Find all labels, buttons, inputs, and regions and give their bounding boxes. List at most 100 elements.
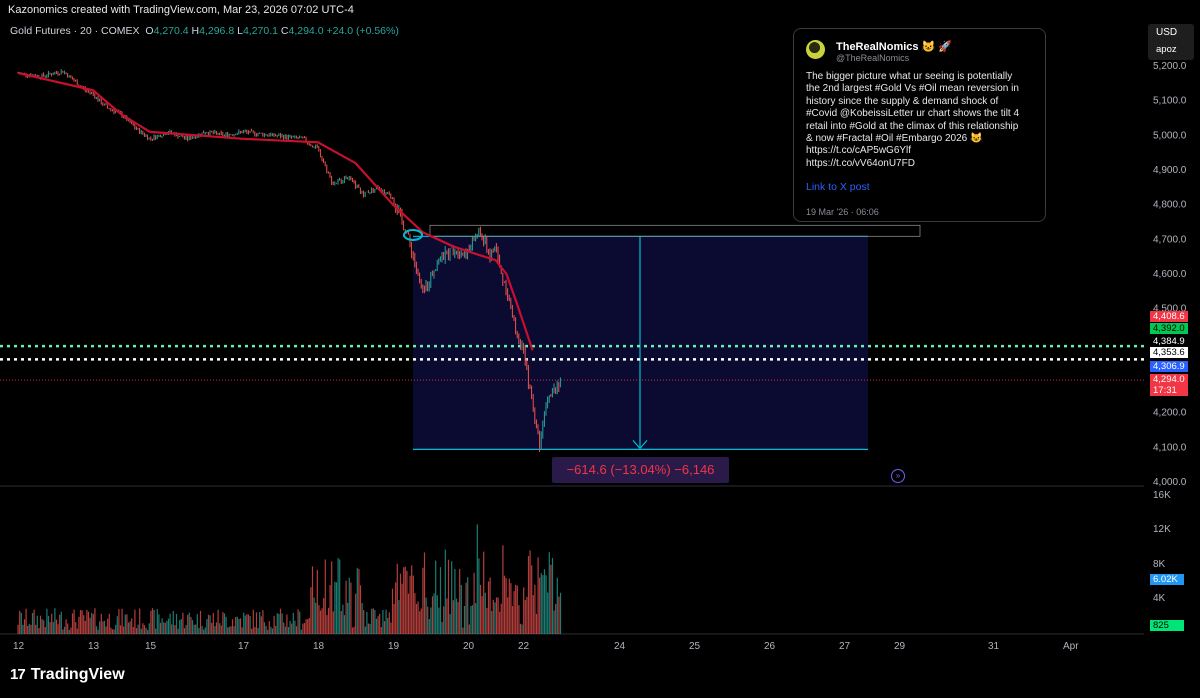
volume-bar [307,619,309,634]
volume-bar [246,614,248,634]
volume-bar [417,601,419,634]
volume-bar [534,584,536,634]
volume-bar [353,626,355,634]
volume-bar [406,570,408,634]
price-chart[interactable]: 5,200.0 5,100.0 5,000.0 4,900.0 4,800.0 4,700… [0,0,1200,656]
volume-bar [183,628,186,634]
price-tag: 4,408.6 [1150,311,1188,322]
volume-bar [129,621,131,634]
volume-tag: 825 [1150,620,1184,631]
tweet-date: 19 Mar '26 · 06:06 [806,207,879,217]
volume-bar [492,599,494,634]
low-label: L [237,25,243,37]
volume-bar [337,557,339,634]
tweet-author-handle: @TheRealNomics [836,53,910,63]
volume-bar [495,597,498,634]
volume-bar [430,607,432,634]
volume-bar [27,625,29,634]
volume-bar [542,575,544,634]
volume-bar [54,608,56,634]
volume-bar [145,627,147,634]
change-value: +24.0 (+0.56%) [326,25,399,37]
tweet-link[interactable]: Link to X post [806,181,870,193]
volume-bar [172,610,174,634]
volume-tag: 6.02K [1150,574,1184,585]
volume-bar [220,625,222,634]
x-tick-label: 22 [518,641,530,652]
volume-bar [279,608,282,634]
volume-bar [409,575,411,634]
volume-bar [140,628,142,634]
volume-bar [470,605,472,634]
scroll-to-realtime-icon[interactable]: » [891,469,905,483]
volume-bar [476,524,478,634]
volume-bar [491,611,493,634]
symbol-label[interactable]: Gold Futures · 20 · COMEX [10,25,140,37]
volume-bar [508,578,510,634]
volume-bar [339,559,341,634]
volume-bar [94,608,96,634]
close-label: C [280,25,289,37]
x-axis: 12 13 15 17 18 19 20 22 24 25 26 27 29 31 Apr [13,641,1079,652]
tradingview-logo[interactable]: 17 TradingView [10,666,125,684]
volume-bar [110,627,112,634]
volume-bar [191,620,194,634]
volume-bar [515,584,517,634]
volume-bar [153,609,155,634]
volume-bar [222,612,224,634]
volume-bar [347,602,349,634]
volume-bar [86,609,88,634]
volume-bar [166,620,168,634]
price-range-tool[interactable] [413,224,921,450]
currency-selector[interactable]: USD apoz [1148,24,1194,60]
top-bar: Kazonomics created with TradingView.com,… [0,0,1200,22]
volume-bar [33,609,35,634]
volume-bar [193,624,195,634]
volume-bar [225,616,227,634]
volume-bar [236,616,238,634]
volume-bar [268,621,270,634]
volume-bar [259,612,261,634]
volume-bar [254,627,256,634]
volume-bar [190,617,192,634]
volume-bar [364,626,366,634]
volume-bar [451,561,453,634]
embedded-tweet[interactable]: TheRealNomics 😺 🚀 @TheRealNomics The big… [793,28,1046,222]
volume-bar [326,615,328,634]
volume-bar [556,577,558,634]
volume-bar [163,622,165,634]
horizontal-lines[interactable] [0,344,1144,381]
volume-bar [67,623,69,634]
volume-bar [201,625,203,634]
volume-bar [372,608,374,634]
volume-bar [60,611,62,634]
arrow-down-icon [632,439,648,450]
volume-bar [463,605,466,634]
volume-bar [524,600,526,634]
volume-bar [516,585,518,634]
volume-bar [334,581,336,634]
volume-bar [431,596,434,634]
highlight-ellipse[interactable] [403,229,423,241]
volume-bar [231,619,234,634]
volume-bar [428,619,430,634]
volume-bar [411,565,413,634]
volume-bar [83,615,85,634]
volume-bar [206,619,208,634]
volume-bar [148,623,150,634]
volume-bar [295,626,298,634]
volume-bar [28,623,30,634]
volume-bar [41,619,43,634]
volume-bar [355,593,357,634]
volume-bar [156,609,158,634]
volume-bar [251,628,253,634]
volume-bar [249,615,251,634]
volume-bar [375,618,378,634]
volume-bar [452,600,454,634]
volume-tick-label: 16K [1153,490,1171,501]
volume-bar [383,621,386,634]
volume-bar [436,595,438,634]
volume-bar [275,625,277,634]
volume-bar [521,624,523,634]
volume-bar [283,622,285,634]
